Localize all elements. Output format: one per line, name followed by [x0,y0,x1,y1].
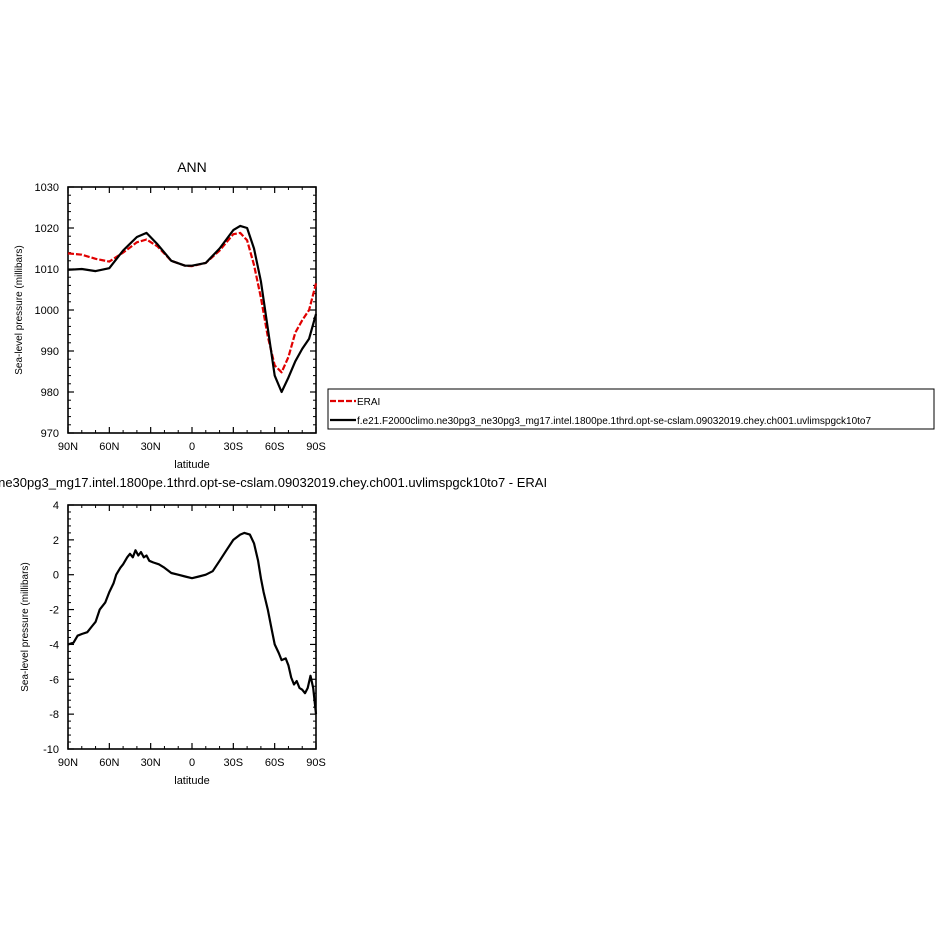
y-tick-label: -8 [49,709,59,721]
y-tick-label: 970 [41,428,59,440]
series-line-1 [67,231,318,374]
x-tick-label: 30N [141,757,161,769]
legend-label-2: f.e21.F2000climo.ne30pg3_ne30pg3_mg17.in… [357,416,871,427]
series-line-1 [67,531,318,715]
x-tick-label: 60S [265,757,285,769]
y-tick-label: -4 [49,639,59,651]
x-tick-label: 90N [58,441,78,453]
y-tick-label: 0 [53,570,59,582]
y-tick-label: 4 [53,500,59,512]
y-tick-label: 1010 [35,264,59,276]
chart-panel-2: f.e21.F2000climo.ne30pg3_ne30pg3_mg17.in… [0,475,547,787]
y-tick-label: -2 [49,605,59,617]
x-tick-label: 0 [189,757,195,769]
legend-box [327,388,935,430]
x-tick-label: 90S [306,441,326,453]
x-axis-label: latitude [174,775,209,787]
chart-title: ANN [177,159,207,175]
chart-panel-1: ANN 970 980 990 1000 1010 1020 1030 90N 60N 30N 0 30… [14,159,935,471]
y-tick-label: 1000 [35,305,59,317]
plot-frame [67,186,317,434]
legend: ERAI f.e21.F2000climo.ne30pg3_ne30pg3_mg1… [327,388,935,430]
y-axis-label: Sea-level pressure (millibars) [20,562,31,691]
x-tick-label: 0 [189,441,195,453]
x-tick-label: 30S [224,441,244,453]
legend-label-1: ERAI [357,397,380,408]
x-tick-label: 60S [265,441,285,453]
x-tick-label: 60N [99,441,119,453]
y-tick-label: 980 [41,387,59,399]
y-tick-label: 1020 [35,223,59,235]
y-tick-label: -10 [43,744,59,756]
series-line-2 [67,224,318,394]
x-tick-label: 90N [58,757,78,769]
x-tick-label: 60N [99,757,119,769]
x-tick-label: 90S [306,757,326,769]
y-tick-label: 990 [41,346,59,358]
plot-frame [67,504,317,750]
y-axis-label: Sea-level pressure (millibars) [14,245,25,374]
chart-title: f.e21.F2000climo.ne30pg3_ne30pg3_mg17.in… [0,475,547,490]
y-tick-label: 2 [53,535,59,547]
x-tick-label: 30S [224,757,244,769]
y-tick-label: -6 [49,674,59,686]
x-tick-label: 30N [141,441,161,453]
y-tick-label: 1030 [35,182,59,194]
x-axis-label: latitude [174,459,209,471]
